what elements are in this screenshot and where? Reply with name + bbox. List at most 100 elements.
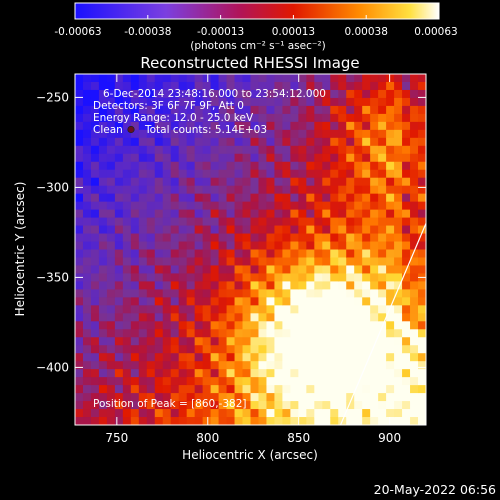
heatmap-cell bbox=[186, 161, 196, 171]
heatmap-cell bbox=[242, 353, 252, 362]
heatmap-cell bbox=[346, 361, 355, 370]
heatmap-cell bbox=[378, 385, 387, 394]
heatmap-cell bbox=[90, 369, 100, 378]
heatmap-cell bbox=[370, 353, 379, 362]
heatmap-cell bbox=[194, 185, 204, 195]
heatmap-cell bbox=[418, 169, 426, 179]
heatmap-cell bbox=[75, 233, 84, 243]
heatmap-cell bbox=[242, 305, 252, 314]
heatmap-cell bbox=[266, 289, 276, 298]
heatmap-cell bbox=[378, 249, 387, 259]
heatmap-cell bbox=[170, 169, 180, 179]
heatmap-cell bbox=[98, 153, 108, 163]
heatmap-cell bbox=[290, 113, 299, 123]
heatmap-cell bbox=[298, 145, 307, 155]
heatmap-cell bbox=[130, 345, 140, 354]
heatmap-cell bbox=[282, 393, 291, 402]
heatmap-cell bbox=[354, 193, 363, 203]
heatmap-cell bbox=[242, 97, 252, 107]
heatmap-cell bbox=[75, 297, 84, 306]
heatmap-cell bbox=[282, 89, 291, 99]
heatmap-cell bbox=[378, 161, 387, 171]
heatmap-cell bbox=[114, 329, 124, 338]
heatmap-cell bbox=[194, 241, 204, 251]
heatmap-cell bbox=[234, 217, 244, 227]
heatmap-cell bbox=[106, 337, 116, 346]
heatmap-cell bbox=[178, 329, 188, 338]
heatmap-cell bbox=[370, 217, 379, 227]
heatmap-cell bbox=[218, 177, 228, 187]
heatmap-cell bbox=[75, 97, 84, 107]
heatmap-cell bbox=[258, 153, 268, 163]
heatmap-cell bbox=[338, 145, 347, 155]
heatmap-cell bbox=[354, 161, 363, 171]
heatmap-cell bbox=[410, 353, 419, 362]
heatmap-cell bbox=[218, 297, 228, 306]
heatmap-cell bbox=[130, 265, 140, 275]
heatmap-cell bbox=[306, 225, 315, 235]
heatmap-cell bbox=[290, 321, 299, 330]
heatmap-cell bbox=[194, 361, 204, 370]
heatmap-cell bbox=[394, 321, 403, 330]
heatmap-cell bbox=[114, 241, 124, 251]
heatmap-cell bbox=[322, 145, 331, 155]
heatmap-cell bbox=[418, 129, 426, 139]
heatmap-cell bbox=[146, 281, 156, 290]
heatmap-cell bbox=[354, 89, 363, 99]
heatmap-cell bbox=[138, 249, 148, 259]
heatmap-cell bbox=[114, 353, 124, 362]
heatmap-cell bbox=[378, 169, 387, 179]
heatmap-cell bbox=[138, 393, 148, 402]
heatmap-cell bbox=[306, 257, 315, 267]
heatmap-cell bbox=[98, 417, 108, 425]
heatmap-cell bbox=[282, 345, 291, 354]
heatmap-cell bbox=[90, 321, 100, 330]
heatmap-cell bbox=[170, 313, 180, 322]
heatmap-cell bbox=[322, 257, 331, 267]
heatmap-cell bbox=[130, 353, 140, 362]
heatmap-cell bbox=[410, 169, 419, 179]
heatmap-cell bbox=[146, 225, 156, 235]
heatmap-cell bbox=[218, 281, 228, 290]
heatmap-cell bbox=[386, 409, 395, 418]
heatmap-cell bbox=[298, 377, 307, 386]
heatmap-cell bbox=[82, 313, 92, 322]
heatmap-cell bbox=[194, 265, 204, 275]
heatmap-cell bbox=[138, 369, 148, 378]
heatmap-cell bbox=[410, 177, 419, 187]
heatmap-cell bbox=[330, 89, 339, 99]
heatmap-cell bbox=[106, 161, 116, 171]
heatmap-cell bbox=[274, 313, 284, 322]
heatmap-cell bbox=[314, 89, 323, 99]
heatmap-cell bbox=[218, 321, 228, 330]
heatmap-cell bbox=[402, 409, 411, 418]
heatmap-cell bbox=[218, 113, 228, 123]
heatmap-cell bbox=[75, 401, 84, 410]
heatmap-cell bbox=[370, 297, 379, 306]
heatmap-cell bbox=[226, 209, 236, 219]
heatmap-cell bbox=[194, 385, 204, 394]
heatmap-cell bbox=[330, 105, 339, 115]
heatmap-cell bbox=[290, 313, 299, 322]
colorbar-tick-label: 0.00013 bbox=[272, 26, 315, 38]
heatmap-cell bbox=[394, 289, 403, 298]
heatmap-cell bbox=[242, 113, 252, 123]
heatmap-cell bbox=[194, 289, 204, 298]
heatmap-cell bbox=[378, 337, 387, 346]
heatmap-cell bbox=[314, 297, 323, 306]
heatmap-cell bbox=[282, 385, 291, 394]
heatmap-cell bbox=[218, 81, 228, 91]
heatmap-cell bbox=[314, 385, 323, 394]
heatmap-cell bbox=[98, 265, 108, 275]
heatmap-cell bbox=[146, 217, 156, 227]
footer-timestamp: 20-May-2022 06:56 bbox=[374, 482, 496, 497]
heatmap-cell bbox=[306, 313, 315, 322]
heatmap-cell bbox=[322, 121, 331, 131]
heatmap-cell bbox=[242, 313, 252, 322]
heatmap-cell bbox=[250, 369, 260, 378]
heatmap-cell bbox=[162, 177, 172, 187]
heatmap-cell bbox=[410, 161, 419, 171]
heatmap-cell bbox=[314, 361, 323, 370]
heatmap-cell bbox=[386, 89, 395, 99]
heatmap-cell bbox=[298, 393, 307, 402]
